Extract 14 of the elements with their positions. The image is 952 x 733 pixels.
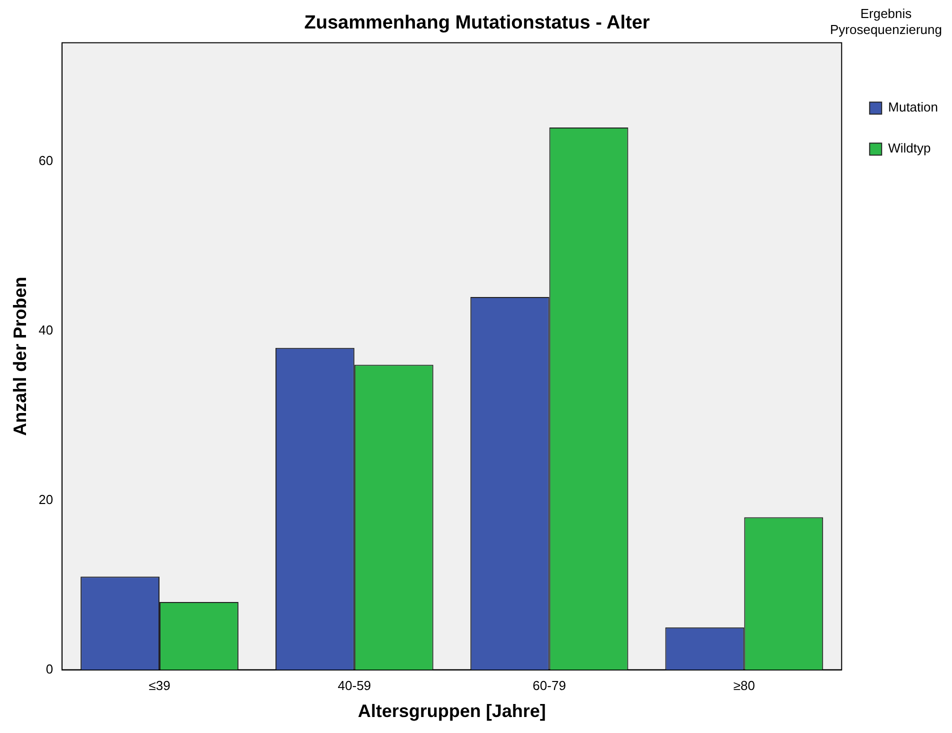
y-tick-label: 0 [46, 661, 54, 676]
x-tick-label: 40-59 [338, 678, 372, 694]
y-axis-title: Anzahl der Proben [10, 276, 30, 436]
legend-label: Mutation [888, 100, 938, 115]
chart-title: Zusammenhang Mutationstatus - Alter [304, 12, 650, 34]
y-tick-label: 60 [38, 153, 54, 168]
x-tick-label: 60-79 [532, 678, 566, 694]
y-tick-label: 40 [38, 322, 54, 338]
x-axis-title: Altersgruppen [Jahre] [358, 701, 546, 722]
y-tick-label: 20 [38, 492, 54, 507]
legend-title: Ergebnis Pyrosequenzierung [828, 6, 944, 38]
x-tick-label: ≥80 [733, 678, 755, 694]
legend-label: Wildtyp [888, 140, 931, 156]
x-tick-label: ≤39 [148, 678, 170, 694]
